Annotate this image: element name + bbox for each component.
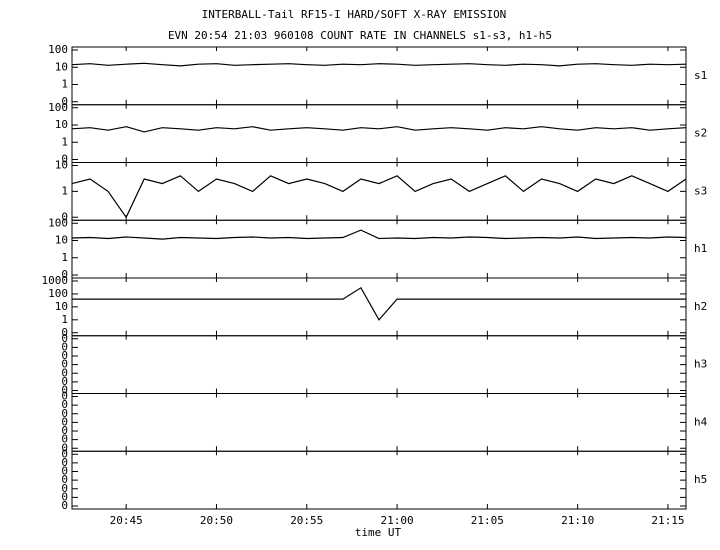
panel-frame bbox=[71, 335, 687, 394]
x-tick-label: 21:15 bbox=[651, 514, 684, 527]
y-tick-label: 0 bbox=[61, 447, 68, 460]
y-tick-label: 0 bbox=[61, 407, 68, 420]
data-line bbox=[71, 175, 687, 219]
y-tick-label: 1 bbox=[61, 184, 68, 197]
y-tick-label: 0 bbox=[61, 499, 68, 512]
y-tick-label: 100 bbox=[48, 287, 68, 300]
y-tick-label: 0 bbox=[61, 326, 68, 339]
x-tick-label: 21:00 bbox=[380, 514, 413, 527]
y-tick-label: 10 bbox=[55, 60, 68, 73]
chart-title: INTERBALL-Tail RF15-I HARD/SOFT X-RAY EM… bbox=[202, 8, 507, 21]
y-tick-label: 0 bbox=[61, 465, 68, 478]
y-tick-label: 0 bbox=[61, 153, 68, 166]
panel-frame bbox=[71, 104, 687, 163]
y-tick-label: 100 bbox=[48, 101, 68, 114]
chart-subtitle: EVN 20:54 21:03 960108 COUNT RATE IN CHA… bbox=[168, 29, 552, 42]
y-tick-label: 1 bbox=[61, 251, 68, 264]
y-tick-label: 0 bbox=[61, 424, 68, 437]
y-tick-label: 0 bbox=[61, 490, 68, 503]
y-tick-label: 1 bbox=[61, 313, 68, 326]
channel-label: h2 bbox=[694, 300, 707, 313]
panel-frame bbox=[71, 450, 687, 510]
y-tick-label: 0 bbox=[61, 332, 68, 345]
channel-label: s2 bbox=[694, 127, 707, 140]
channel-label: h4 bbox=[694, 415, 708, 428]
x-tick-label: 21:10 bbox=[561, 514, 594, 527]
panel-frame bbox=[71, 393, 687, 452]
y-tick-label: 10 bbox=[55, 234, 68, 247]
panel-frame bbox=[71, 277, 687, 337]
y-tick-label: 1 bbox=[61, 78, 68, 91]
y-tick-label: 1000 bbox=[42, 274, 69, 287]
panel-frame bbox=[71, 219, 687, 279]
y-tick-label: 0 bbox=[61, 210, 68, 223]
x-tick-label: 21:05 bbox=[471, 514, 504, 527]
panel-frame bbox=[71, 162, 687, 221]
y-tick-label: 0 bbox=[61, 268, 68, 281]
y-tick-label: 0 bbox=[61, 349, 68, 362]
data-line bbox=[71, 229, 687, 240]
y-tick-label: 0 bbox=[61, 415, 68, 428]
y-tick-label: 0 bbox=[61, 473, 68, 486]
y-tick-label: 0 bbox=[61, 390, 68, 403]
y-tick-label: 0 bbox=[61, 340, 68, 353]
y-tick-label: 0 bbox=[61, 456, 68, 469]
y-tick-label: 0 bbox=[61, 398, 68, 411]
data-line bbox=[71, 62, 687, 67]
data-line bbox=[71, 126, 687, 133]
x-tick-label: 20:50 bbox=[200, 514, 233, 527]
channel-label: s3 bbox=[694, 184, 707, 197]
x-axis-label: time UT bbox=[355, 526, 402, 539]
y-tick-label: 0 bbox=[61, 482, 68, 495]
y-tick-label: 10 bbox=[55, 159, 68, 172]
y-tick-label: 0 bbox=[61, 95, 68, 108]
x-tick-label: 20:45 bbox=[110, 514, 143, 527]
panel-frame bbox=[71, 46, 687, 106]
y-tick-label: 10 bbox=[55, 300, 68, 313]
y-tick-label: 0 bbox=[61, 384, 68, 397]
data-line bbox=[72, 286, 686, 321]
channel-label: h1 bbox=[694, 242, 707, 255]
y-tick-label: 0 bbox=[61, 441, 68, 454]
y-tick-label: 0 bbox=[61, 433, 68, 446]
y-tick-label: 100 bbox=[48, 43, 68, 56]
y-tick-label: 0 bbox=[61, 366, 68, 379]
x-tick-label: 20:55 bbox=[290, 514, 323, 527]
channel-label: h5 bbox=[694, 473, 707, 486]
channel-label: h3 bbox=[694, 358, 707, 371]
channel-label: s1 bbox=[694, 69, 707, 82]
y-tick-label: 10 bbox=[55, 118, 68, 131]
y-tick-label: 0 bbox=[61, 375, 68, 388]
y-tick-label: 0 bbox=[61, 358, 68, 371]
y-tick-label: 1 bbox=[61, 135, 68, 148]
y-tick-label: 100 bbox=[48, 216, 68, 229]
